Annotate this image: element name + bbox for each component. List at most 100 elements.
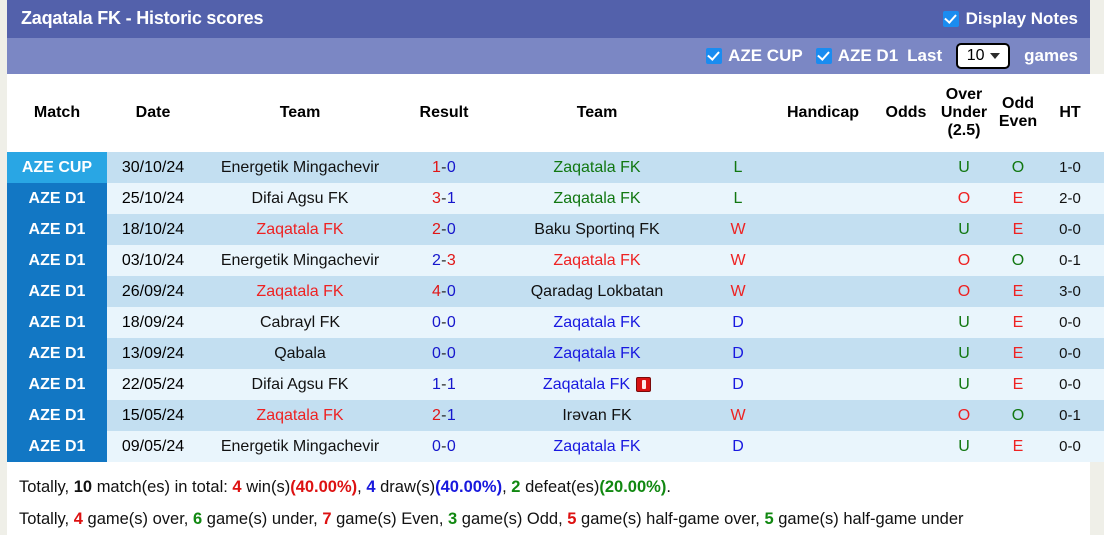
handicap-value <box>769 245 877 276</box>
score-away: 0 <box>446 282 457 300</box>
home-team-name[interactable]: Zaqatala FK <box>199 214 401 245</box>
away-team-name[interactable]: Baku Sportinq FK <box>487 214 707 245</box>
away-team-name[interactable]: Zaqatala FK <box>487 338 707 369</box>
half-time-score: 0-0 <box>1043 214 1097 245</box>
competition-badge[interactable]: AZE D1 <box>7 431 107 462</box>
handicap-value <box>769 152 877 183</box>
odd-even-value: E <box>993 276 1043 307</box>
competition-badge[interactable]: AZE D1 <box>7 245 107 276</box>
summary1-draws: 4 <box>366 478 376 496</box>
match-badge-cell[interactable]: AZE CUP <box>7 152 107 183</box>
col-header-away-team[interactable]: Team <box>487 74 707 152</box>
away-team-wrapper: Qaradag Lokbatan <box>531 283 664 301</box>
match-badge-cell[interactable]: AZE D1 <box>7 369 107 400</box>
score-home: 0 <box>431 313 442 331</box>
summary1-wins: 4 <box>232 478 242 496</box>
col-header-match[interactable]: Match <box>7 74 107 152</box>
result-score: 1-0 <box>401 152 487 183</box>
competition-badge[interactable]: AZE D1 <box>7 400 107 431</box>
col-header-date[interactable]: Date <box>107 74 199 152</box>
chevron-down-icon <box>989 52 1000 59</box>
away-team-name[interactable]: Zaqatala FK <box>487 431 707 462</box>
competition-badge[interactable]: AZE D1 <box>7 214 107 245</box>
match-badge-cell[interactable]: AZE D1 <box>7 183 107 214</box>
score-away: 1 <box>446 189 457 207</box>
home-team-name[interactable]: Difai Agsu FK <box>199 369 401 400</box>
games-count-select[interactable]: 10 <box>956 42 1011 69</box>
odd-even-value: O <box>993 245 1043 276</box>
col-header-over-under-075[interactable]: Over Under (0.75) <box>1097 74 1104 152</box>
odds-value <box>877 431 935 462</box>
table-row[interactable]: AZE D1 18/09/24 Cabrayl FK 0-0 Zaqatala FK D U… <box>7 307 1104 338</box>
competition-badge[interactable]: AZE D1 <box>7 338 107 369</box>
table-row[interactable]: AZE CUP 30/10/24 Energetik Mingachevir 1-0 Z… <box>7 152 1104 183</box>
competition-badge[interactable]: AZE D1 <box>7 276 107 307</box>
home-team-name[interactable]: Difai Agsu FK <box>199 183 401 214</box>
match-badge-cell[interactable]: AZE D1 <box>7 276 107 307</box>
competition-badge[interactable]: AZE D1 <box>7 183 107 214</box>
col-header-odd-even[interactable]: Odd Even <box>993 74 1043 152</box>
away-team-label: Irəvan FK <box>562 406 632 424</box>
competition-badge[interactable]: AZE D1 <box>7 369 107 400</box>
filter-aze-cup[interactable]: AZE CUP <box>706 46 803 66</box>
match-outcome: L <box>707 183 769 214</box>
col-header-odds[interactable]: Odds <box>877 74 935 152</box>
away-team-name[interactable]: Zaqatala FK <box>487 307 707 338</box>
table-row[interactable]: AZE D1 25/10/24 Difai Agsu FK 3-1 Zaqatala F… <box>7 183 1104 214</box>
away-team-wrapper: Zaqatala FK <box>553 314 640 332</box>
ou25-line-2: Under <box>940 104 988 122</box>
filter-aze-d1[interactable]: AZE D1 <box>815 46 898 66</box>
result-score: 3-1 <box>401 183 487 214</box>
score-home: 2 <box>431 406 442 424</box>
aze-d1-checkbox[interactable] <box>815 47 832 64</box>
competition-badge[interactable]: AZE CUP <box>7 152 107 183</box>
away-team-name[interactable]: Qaradag Lokbatan <box>487 276 707 307</box>
col-header-ht[interactable]: HT <box>1043 74 1097 152</box>
table-row[interactable]: AZE D1 26/09/24 Zaqatala FK 4-0 Qaradag Lokb… <box>7 276 1104 307</box>
display-notes-checkbox[interactable] <box>942 10 959 27</box>
home-team-name[interactable]: Energetik Mingachevir <box>199 431 401 462</box>
home-team-name[interactable]: Energetik Mingachevir <box>199 152 401 183</box>
home-team-name[interactable]: Cabrayl FK <box>199 307 401 338</box>
table-row[interactable]: AZE D1 18/10/24 Zaqatala FK 2-0 Baku Sportin… <box>7 214 1104 245</box>
table-row[interactable]: AZE D1 22/05/24 Difai Agsu FK 1-1 Zaqatala F… <box>7 369 1104 400</box>
col-header-handicap[interactable]: Handicap <box>769 74 877 152</box>
col-header-result[interactable]: Result <box>401 74 487 152</box>
table-row[interactable]: AZE D1 15/05/24 Zaqatala FK 2-1 Irəvan FK W O O… <box>7 400 1104 431</box>
away-team-name[interactable]: Zaqatala FK <box>487 369 707 400</box>
historic-scores-table: Match Date Team Result Team Handicap Odd… <box>7 74 1104 462</box>
col-header-over-under-25[interactable]: Over Under (2.5) <box>935 74 993 152</box>
aze-cup-checkbox[interactable] <box>706 47 723 64</box>
match-badge-cell[interactable]: AZE D1 <box>7 245 107 276</box>
away-team-name[interactable]: Irəvan FK <box>487 400 707 431</box>
over-under-075-value: O <box>1097 245 1104 276</box>
games-count-value: 10 <box>966 46 985 64</box>
home-team-name[interactable]: Zaqatala FK <box>199 276 401 307</box>
filter-bar: AZE CUP AZE D1 Last 10 games <box>7 37 1090 74</box>
away-team-name[interactable]: Zaqatala FK <box>487 183 707 214</box>
home-team-name[interactable]: Zaqatala FK <box>199 400 401 431</box>
match-badge-cell[interactable]: AZE D1 <box>7 307 107 338</box>
away-team-name[interactable]: Zaqatala FK <box>487 245 707 276</box>
match-badge-cell[interactable]: AZE D1 <box>7 338 107 369</box>
table-row[interactable]: AZE D1 13/09/24 Qabala 0-0 Zaqatala FK D U E 0-0… <box>7 338 1104 369</box>
table-row[interactable]: AZE D1 03/10/24 Energetik Mingachevir 2-3 Za… <box>7 245 1104 276</box>
summary1-wins-label: win(s) <box>246 478 291 496</box>
match-badge-cell[interactable]: AZE D1 <box>7 400 107 431</box>
result-score: 2-1 <box>401 400 487 431</box>
match-badge-cell[interactable]: AZE D1 <box>7 214 107 245</box>
competition-badge[interactable]: AZE D1 <box>7 307 107 338</box>
odd-even-value: E <box>993 369 1043 400</box>
away-team-name[interactable]: Zaqatala FK <box>487 152 707 183</box>
match-badge-cell[interactable]: AZE D1 <box>7 431 107 462</box>
score-away: 0 <box>446 344 457 362</box>
home-team-name[interactable]: Qabala <box>199 338 401 369</box>
col-header-home-team[interactable]: Team <box>199 74 401 152</box>
over-under-25-value: O <box>935 276 993 307</box>
home-team-name[interactable]: Energetik Mingachevir <box>199 245 401 276</box>
table-row[interactable]: AZE D1 09/05/24 Energetik Mingachevir 0-0 Za… <box>7 431 1104 462</box>
over-under-075-value: U <box>1097 214 1104 245</box>
summary1-sep2: , <box>502 478 507 496</box>
result-score: 0-0 <box>401 338 487 369</box>
away-team-label: Zaqatala FK <box>553 189 641 207</box>
